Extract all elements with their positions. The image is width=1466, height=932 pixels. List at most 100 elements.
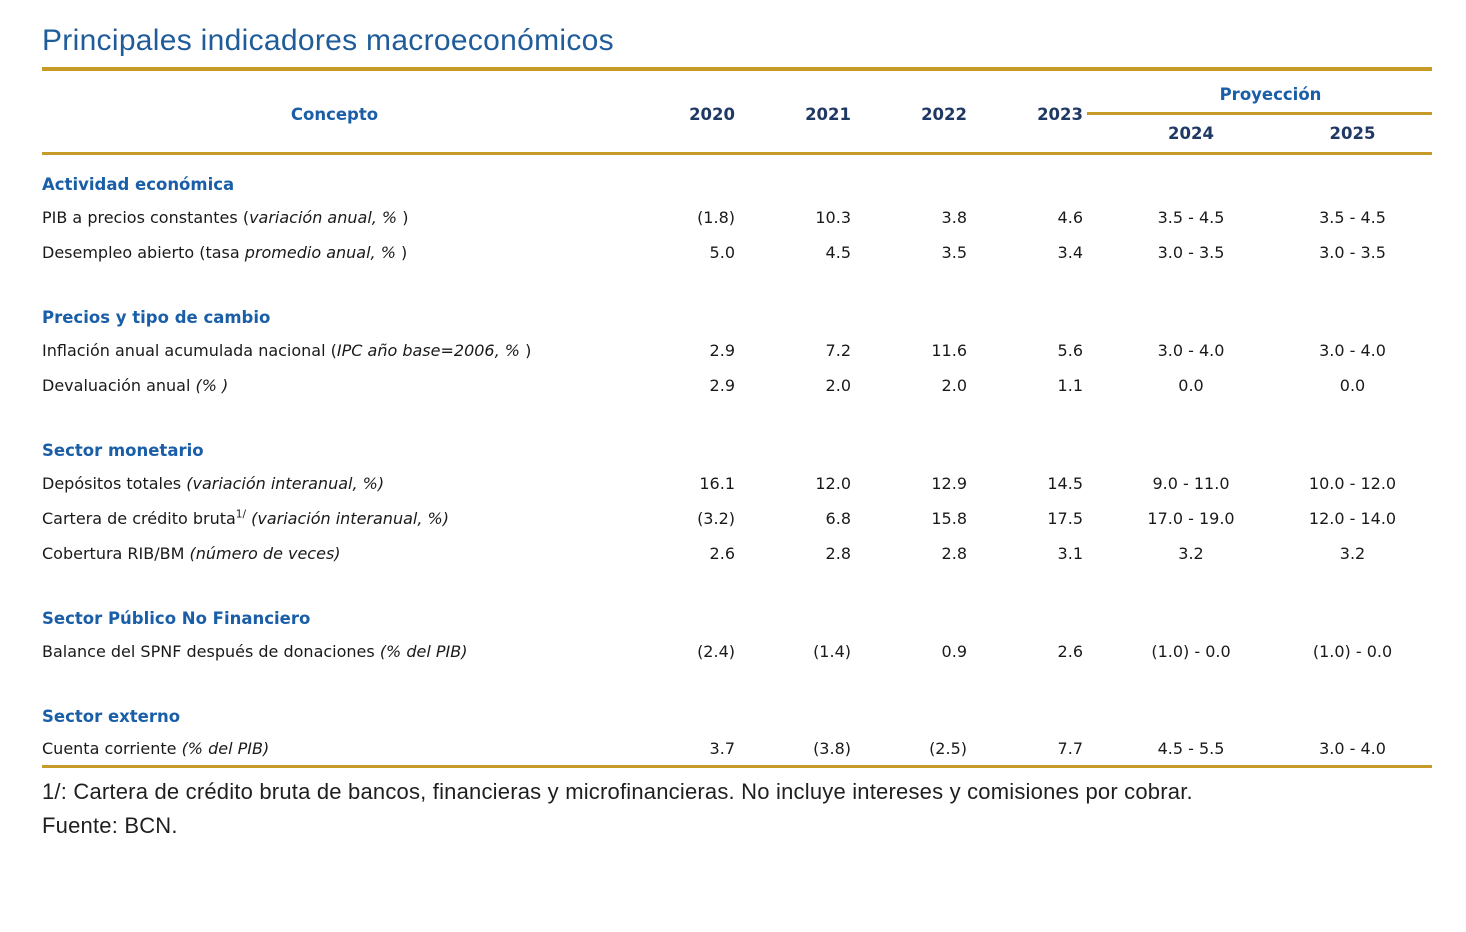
row-value: 2.6 bbox=[1057, 641, 1083, 661]
row-value: 4.5 - 5.5 bbox=[1087, 731, 1259, 768]
table-body: Actividad económica PIB a precios constan… bbox=[42, 153, 1432, 768]
row-value: 5.0 bbox=[709, 242, 735, 262]
row-value: 3.2 bbox=[1339, 543, 1366, 563]
row-value: 2.8 bbox=[941, 543, 967, 563]
row-value: (1.0) - 0.0 bbox=[1312, 641, 1393, 661]
page-title: Principales indicadores macroeconómicos bbox=[42, 24, 614, 57]
row-value: 2.9 bbox=[709, 375, 735, 395]
table-row: Desempleo abierto (tasa promedio anual, … bbox=[42, 235, 1432, 270]
section-header-row: Sector Público No Financiero bbox=[42, 571, 1432, 634]
row-concept-label: Cartera de crédito bruta1/ (variación in… bbox=[42, 508, 449, 528]
row-value: (3.2) bbox=[697, 508, 735, 528]
table-header: Concepto 2020 2021 2022 2023 Proyección … bbox=[42, 77, 1432, 155]
row-concept-label: Desempleo abierto (tasa promedio anual, … bbox=[42, 242, 408, 262]
column-header-2024: 2024 bbox=[1087, 113, 1259, 155]
footnote-source: Fuente: BCN. bbox=[42, 813, 178, 838]
row-concept-label: Cuenta corriente (% del PIB) bbox=[42, 731, 627, 768]
table-row: Cuenta corriente (% del PIB) 3.7 (3.8) (2.5… bbox=[42, 731, 1432, 768]
row-value: (2.4) bbox=[697, 641, 735, 661]
row-value: 3.7 bbox=[627, 731, 739, 768]
row-value: 4.5 bbox=[825, 242, 851, 262]
section-title: Sector externo bbox=[42, 706, 181, 726]
row-value: 1.1 bbox=[1057, 375, 1083, 395]
row-value: 11.6 bbox=[931, 340, 967, 360]
row-value: 5.6 bbox=[1057, 340, 1083, 360]
row-value: 10.0 - 12.0 bbox=[1308, 473, 1397, 493]
column-header-2023: 2023 bbox=[971, 77, 1087, 155]
section-title: Precios y tipo de cambio bbox=[42, 307, 271, 327]
row-value: 17.0 - 19.0 bbox=[1147, 508, 1235, 528]
row-value: 12.0 - 14.0 bbox=[1308, 508, 1397, 528]
row-concept-label: PIB a precios constantes (variación anua… bbox=[42, 207, 409, 227]
row-value: 0.9 bbox=[941, 641, 967, 661]
row-value: 15.8 bbox=[931, 508, 967, 528]
section-title: Actividad económica bbox=[42, 174, 235, 194]
row-value: 12.0 bbox=[815, 473, 851, 493]
row-concept-label: Inflación anual acumulada nacional (IPC … bbox=[42, 340, 532, 360]
row-value: 2.8 bbox=[825, 543, 851, 563]
table-row: Depósitos totales (variación interanual,… bbox=[42, 466, 1432, 501]
section-header-row: Actividad económica bbox=[42, 153, 1432, 200]
row-concept-label: Balance del SPNF después de donaciones (… bbox=[42, 641, 468, 661]
row-value: 3.5 bbox=[941, 242, 967, 262]
row-value: 3.0 - 3.5 bbox=[1157, 242, 1225, 262]
row-value: 14.5 bbox=[1047, 473, 1083, 493]
section-header-row: Sector monetario bbox=[42, 403, 1432, 466]
section-title: Sector monetario bbox=[42, 440, 204, 460]
column-header-2022: 2022 bbox=[855, 77, 971, 155]
row-value: 6.8 bbox=[825, 508, 851, 528]
footnote-marker: 1/ bbox=[235, 508, 247, 521]
row-concept-label: Cobertura RIB/BM (número de veces) bbox=[42, 543, 341, 563]
row-value: 3.0 - 4.0 bbox=[1157, 340, 1225, 360]
row-value: 0.0 bbox=[1178, 375, 1204, 395]
row-value: 2.9 bbox=[709, 340, 735, 360]
row-concept-label: Depósitos totales (variación interanual,… bbox=[42, 473, 385, 493]
row-value: (1.8) bbox=[697, 207, 735, 227]
row-value: 3.0 - 4.0 bbox=[1259, 731, 1432, 768]
row-value: 3.5 - 4.5 bbox=[1319, 207, 1386, 227]
column-header-proyeccion: Proyección bbox=[1087, 77, 1432, 115]
row-value: 3.1 bbox=[1057, 543, 1083, 563]
row-value: 3.8 bbox=[941, 207, 967, 227]
table-row: Balance del SPNF después de donaciones (… bbox=[42, 634, 1432, 669]
section-header-row: Sector externo bbox=[42, 669, 1432, 732]
table-row: Inflación anual acumulada nacional (IPC … bbox=[42, 333, 1432, 368]
row-value: 2.6 bbox=[709, 543, 735, 563]
row-value: 12.9 bbox=[931, 473, 967, 493]
macro-indicators-table: Concepto 2020 2021 2022 2023 Proyección … bbox=[42, 77, 1432, 768]
table-row: PIB a precios constantes (variación anua… bbox=[42, 200, 1432, 235]
title-underline-rule bbox=[42, 67, 1432, 71]
table-row: Cobertura RIB/BM (número de veces) 2.6 2.8… bbox=[42, 536, 1432, 571]
row-value: 2.0 bbox=[941, 375, 967, 395]
column-header-2021: 2021 bbox=[739, 77, 855, 155]
row-value: (2.5) bbox=[855, 731, 971, 768]
row-value: 3.5 - 4.5 bbox=[1157, 207, 1225, 227]
section-title: Sector Público No Financiero bbox=[42, 608, 311, 628]
column-header-concepto: Concepto bbox=[42, 77, 627, 155]
section-header-row: Precios y tipo de cambio bbox=[42, 270, 1432, 333]
row-value: 0.0 bbox=[1339, 375, 1366, 395]
row-value: 17.5 bbox=[1047, 508, 1083, 528]
row-value: 7.7 bbox=[971, 731, 1087, 768]
row-value: 3.4 bbox=[1057, 242, 1083, 262]
column-header-2025: 2025 bbox=[1259, 113, 1432, 155]
row-value: (3.8) bbox=[739, 731, 855, 768]
column-header-2020: 2020 bbox=[627, 77, 739, 155]
row-value: 10.3 bbox=[815, 207, 851, 227]
footnote-block: 1/: Cartera de crédito bruta de bancos, … bbox=[42, 775, 1432, 843]
row-value: (1.0) - 0.0 bbox=[1151, 641, 1231, 661]
row-value: 3.0 - 4.0 bbox=[1319, 340, 1386, 360]
row-value: (1.4) bbox=[813, 641, 851, 661]
row-value: 9.0 - 11.0 bbox=[1152, 473, 1230, 493]
row-value: 3.0 - 3.5 bbox=[1319, 242, 1386, 262]
table-row: Cartera de crédito bruta1/ (variación in… bbox=[42, 501, 1432, 536]
report-page: Principales indicadores macroeconómicos … bbox=[42, 24, 1432, 843]
row-value: 16.1 bbox=[699, 473, 735, 493]
row-value: 2.0 bbox=[825, 375, 851, 395]
row-value: 4.6 bbox=[1057, 207, 1083, 227]
row-value: 3.2 bbox=[1178, 543, 1204, 563]
row-concept-label: Devaluación anual (% ) bbox=[42, 375, 229, 395]
footnote-credit-portfolio: 1/: Cartera de crédito bruta de bancos, … bbox=[42, 779, 1193, 804]
table-row: Devaluación anual (% ) 2.9 2.0 2.0 1.1 0.0 0.0 bbox=[42, 368, 1432, 403]
row-value: 7.2 bbox=[825, 340, 851, 360]
